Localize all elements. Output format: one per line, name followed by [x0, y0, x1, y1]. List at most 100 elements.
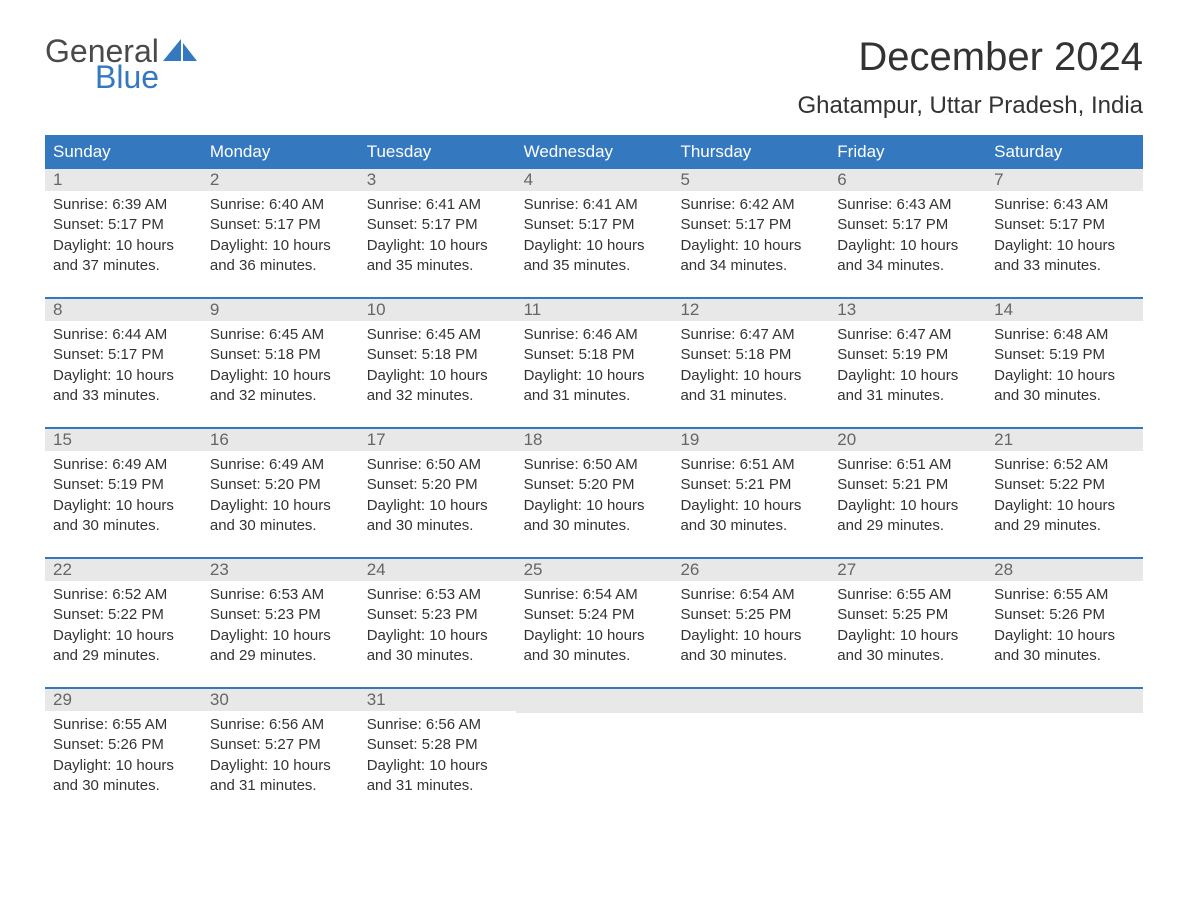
sunrise-line: Sunrise: 6:45 AM [367, 325, 508, 345]
day-cell: 6Sunrise: 6:43 AMSunset: 5:17 PMDaylight… [829, 169, 986, 297]
sunrise-line: Sunrise: 6:41 AM [367, 195, 508, 215]
day-body: Sunrise: 6:53 AMSunset: 5:23 PMDaylight:… [202, 581, 359, 674]
day-body: Sunrise: 6:45 AMSunset: 5:18 PMDaylight:… [202, 321, 359, 414]
sunrise-line: Sunrise: 6:44 AM [53, 325, 194, 345]
sunrise-line: Sunrise: 6:45 AM [210, 325, 351, 345]
sunset-line: Sunset: 5:26 PM [994, 605, 1135, 625]
day-body: Sunrise: 6:55 AMSunset: 5:25 PMDaylight:… [829, 581, 986, 674]
weekday-header: Sunday [45, 135, 202, 169]
daylight-line: Daylight: 10 hours and 31 minutes. [210, 756, 351, 797]
day-body: Sunrise: 6:50 AMSunset: 5:20 PMDaylight:… [359, 451, 516, 544]
sunset-line: Sunset: 5:22 PM [994, 475, 1135, 495]
day-body: Sunrise: 6:56 AMSunset: 5:27 PMDaylight:… [202, 711, 359, 804]
day-cell: 2Sunrise: 6:40 AMSunset: 5:17 PMDaylight… [202, 169, 359, 297]
day-number: 23 [202, 559, 359, 581]
week-row: 1Sunrise: 6:39 AMSunset: 5:17 PMDaylight… [45, 169, 1143, 297]
day-cell: 15Sunrise: 6:49 AMSunset: 5:19 PMDayligh… [45, 429, 202, 557]
sunset-line: Sunset: 5:17 PM [680, 215, 821, 235]
sunset-line: Sunset: 5:17 PM [994, 215, 1135, 235]
day-cell: 13Sunrise: 6:47 AMSunset: 5:19 PMDayligh… [829, 299, 986, 427]
day-body: Sunrise: 6:53 AMSunset: 5:23 PMDaylight:… [359, 581, 516, 674]
sunrise-line: Sunrise: 6:56 AM [210, 715, 351, 735]
sunset-line: Sunset: 5:20 PM [367, 475, 508, 495]
day-cell: 22Sunrise: 6:52 AMSunset: 5:22 PMDayligh… [45, 559, 202, 687]
day-number: 26 [672, 559, 829, 581]
empty-day-bar [829, 689, 986, 713]
day-body: Sunrise: 6:40 AMSunset: 5:17 PMDaylight:… [202, 191, 359, 284]
day-number: 18 [516, 429, 673, 451]
sunrise-line: Sunrise: 6:54 AM [524, 585, 665, 605]
sunset-line: Sunset: 5:19 PM [837, 345, 978, 365]
sunset-line: Sunset: 5:20 PM [210, 475, 351, 495]
day-number: 14 [986, 299, 1143, 321]
day-body: Sunrise: 6:42 AMSunset: 5:17 PMDaylight:… [672, 191, 829, 284]
daylight-line: Daylight: 10 hours and 30 minutes. [367, 626, 508, 667]
weekday-header: Monday [202, 135, 359, 169]
day-body: Sunrise: 6:49 AMSunset: 5:20 PMDaylight:… [202, 451, 359, 544]
day-body: Sunrise: 6:49 AMSunset: 5:19 PMDaylight:… [45, 451, 202, 544]
day-number: 17 [359, 429, 516, 451]
day-number: 6 [829, 169, 986, 191]
daylight-line: Daylight: 10 hours and 30 minutes. [210, 496, 351, 537]
day-cell: 1Sunrise: 6:39 AMSunset: 5:17 PMDaylight… [45, 169, 202, 297]
title-block: December 2024 Ghatampur, Uttar Pradesh, … [797, 35, 1143, 120]
day-number: 8 [45, 299, 202, 321]
day-cell: 10Sunrise: 6:45 AMSunset: 5:18 PMDayligh… [359, 299, 516, 427]
day-number: 21 [986, 429, 1143, 451]
daylight-line: Daylight: 10 hours and 35 minutes. [524, 236, 665, 277]
day-body: Sunrise: 6:47 AMSunset: 5:18 PMDaylight:… [672, 321, 829, 414]
day-number: 19 [672, 429, 829, 451]
day-number: 30 [202, 689, 359, 711]
day-cell: 20Sunrise: 6:51 AMSunset: 5:21 PMDayligh… [829, 429, 986, 557]
sunset-line: Sunset: 5:25 PM [837, 605, 978, 625]
daylight-line: Daylight: 10 hours and 30 minutes. [367, 496, 508, 537]
sunset-line: Sunset: 5:24 PM [524, 605, 665, 625]
day-number: 2 [202, 169, 359, 191]
daylight-line: Daylight: 10 hours and 35 minutes. [367, 236, 508, 277]
sunset-line: Sunset: 5:21 PM [837, 475, 978, 495]
day-cell: 4Sunrise: 6:41 AMSunset: 5:17 PMDaylight… [516, 169, 673, 297]
day-number: 24 [359, 559, 516, 581]
logo: General Blue [45, 35, 197, 93]
logo-word-blue: Blue [95, 61, 197, 93]
daylight-line: Daylight: 10 hours and 30 minutes. [680, 496, 821, 537]
daylight-line: Daylight: 10 hours and 33 minutes. [53, 366, 194, 407]
sunset-line: Sunset: 5:25 PM [680, 605, 821, 625]
daylight-line: Daylight: 10 hours and 32 minutes. [367, 366, 508, 407]
day-body: Sunrise: 6:50 AMSunset: 5:20 PMDaylight:… [516, 451, 673, 544]
day-number: 13 [829, 299, 986, 321]
sunset-line: Sunset: 5:17 PM [53, 345, 194, 365]
day-cell: 3Sunrise: 6:41 AMSunset: 5:17 PMDaylight… [359, 169, 516, 297]
day-cell: 16Sunrise: 6:49 AMSunset: 5:20 PMDayligh… [202, 429, 359, 557]
sunrise-line: Sunrise: 6:49 AM [53, 455, 194, 475]
day-cell: 7Sunrise: 6:43 AMSunset: 5:17 PMDaylight… [986, 169, 1143, 297]
day-cell: 14Sunrise: 6:48 AMSunset: 5:19 PMDayligh… [986, 299, 1143, 427]
sunrise-line: Sunrise: 6:40 AM [210, 195, 351, 215]
daylight-line: Daylight: 10 hours and 29 minutes. [994, 496, 1135, 537]
sunrise-line: Sunrise: 6:39 AM [53, 195, 194, 215]
day-number: 20 [829, 429, 986, 451]
sunset-line: Sunset: 5:22 PM [53, 605, 194, 625]
day-cell: 26Sunrise: 6:54 AMSunset: 5:25 PMDayligh… [672, 559, 829, 687]
day-body: Sunrise: 6:39 AMSunset: 5:17 PMDaylight:… [45, 191, 202, 284]
day-number: 11 [516, 299, 673, 321]
week-row: 8Sunrise: 6:44 AMSunset: 5:17 PMDaylight… [45, 297, 1143, 427]
sunrise-line: Sunrise: 6:51 AM [680, 455, 821, 475]
daylight-line: Daylight: 10 hours and 30 minutes. [53, 496, 194, 537]
daylight-line: Daylight: 10 hours and 30 minutes. [680, 626, 821, 667]
calendar: SundayMondayTuesdayWednesdayThursdayFrid… [45, 135, 1143, 817]
sunset-line: Sunset: 5:20 PM [524, 475, 665, 495]
week-row: 15Sunrise: 6:49 AMSunset: 5:19 PMDayligh… [45, 427, 1143, 557]
day-number: 22 [45, 559, 202, 581]
daylight-line: Daylight: 10 hours and 30 minutes. [837, 626, 978, 667]
day-cell: 12Sunrise: 6:47 AMSunset: 5:18 PMDayligh… [672, 299, 829, 427]
sunset-line: Sunset: 5:19 PM [53, 475, 194, 495]
day-body: Sunrise: 6:55 AMSunset: 5:26 PMDaylight:… [986, 581, 1143, 674]
empty-day-bar [986, 689, 1143, 713]
day-cell: 18Sunrise: 6:50 AMSunset: 5:20 PMDayligh… [516, 429, 673, 557]
day-cell: 27Sunrise: 6:55 AMSunset: 5:25 PMDayligh… [829, 559, 986, 687]
empty-day-cell [829, 689, 986, 817]
empty-day-bar [672, 689, 829, 713]
sunset-line: Sunset: 5:17 PM [837, 215, 978, 235]
weekday-header: Friday [829, 135, 986, 169]
